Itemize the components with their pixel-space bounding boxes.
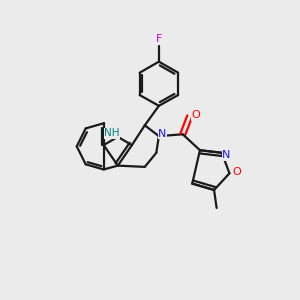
Text: O: O (232, 167, 241, 177)
Text: N: N (222, 150, 231, 160)
Text: N: N (158, 129, 166, 139)
Text: F: F (156, 34, 162, 44)
Text: O: O (191, 110, 200, 120)
Text: NH: NH (104, 128, 120, 138)
